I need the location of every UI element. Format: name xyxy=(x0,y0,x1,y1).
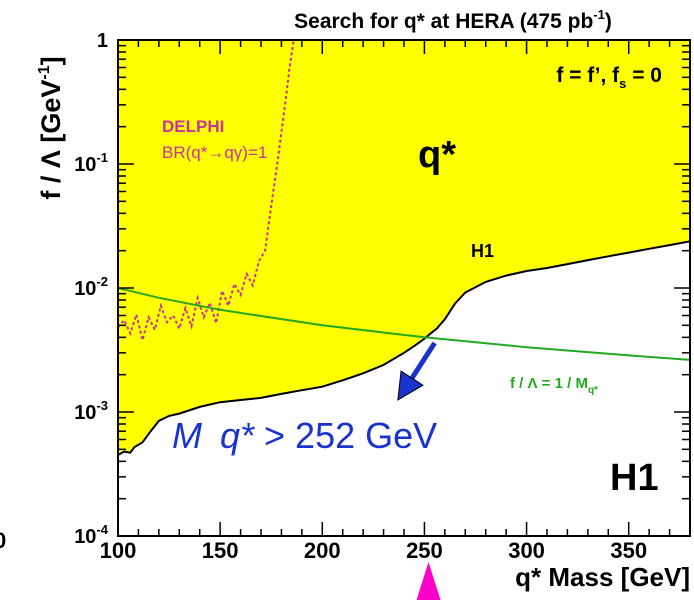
theory-sub: q* xyxy=(588,385,598,396)
x-tick-labels: 100 150 200 250 300 350 xyxy=(100,538,647,563)
x-tick-label: 200 xyxy=(304,538,341,563)
ylabel-main: f / Λ [GeV xyxy=(36,80,66,200)
h1-limit-line xyxy=(117,240,691,456)
y-axis-label: f / Λ [GeV-1] xyxy=(36,56,66,199)
arrow-head xyxy=(397,370,424,401)
parameter-label: f = f’, fs = 0 xyxy=(556,64,662,91)
mass-limit-marker xyxy=(416,562,441,600)
chart-title: Search for q* at HERA (475 pb-1) xyxy=(294,7,612,33)
excluded-region xyxy=(118,40,690,455)
delphi-label: DELPHI xyxy=(162,117,224,136)
x-tick-label: 350 xyxy=(610,538,647,563)
title-end: ) xyxy=(605,10,612,33)
theory-line xyxy=(117,287,691,361)
mass-limit-q: q* xyxy=(220,415,255,456)
delphi-branching-label: BR(q*→qγ)=1 xyxy=(162,143,267,162)
y-tick-labels: 10-4 10-3 10-2 10-1 1 xyxy=(74,30,109,548)
mass-limit-m: M xyxy=(172,415,202,456)
y-tick-label: 10-3 xyxy=(74,398,108,424)
axis-ticks xyxy=(117,39,691,537)
x-tick-label: 250 xyxy=(406,538,443,563)
title-sup: -1 xyxy=(593,7,605,22)
h1-experiment-label: H1 xyxy=(610,457,659,499)
h1-curve-label: H1 xyxy=(471,241,494,261)
x-tick-label: 100 xyxy=(100,538,137,563)
theory-main: f / Λ = 1 / M xyxy=(510,375,588,392)
left-edge-fragment: 0 xyxy=(0,528,6,553)
arrow-shaft xyxy=(409,341,437,380)
y-tick-label: 10-1 xyxy=(74,150,108,176)
ylabel-sup: -1 xyxy=(36,65,53,79)
theory-line-label: f / Λ = 1 / Mq* xyxy=(510,375,598,396)
title-main: Search for q* at HERA (475 pb xyxy=(294,10,593,33)
excluded-region-label: q* xyxy=(418,134,456,176)
params-end: = 0 xyxy=(626,64,662,87)
y-tick-label: 10-2 xyxy=(74,274,108,300)
x-tick-label: 150 xyxy=(202,538,239,563)
x-axis-label: q* Mass [GeV] xyxy=(515,562,690,592)
mass-limit-value: > 252 GeV xyxy=(254,415,437,456)
x-tick-label: 300 xyxy=(508,538,545,563)
y-tick-label: 1 xyxy=(97,30,108,52)
delphi-limit-line xyxy=(117,39,295,341)
params-sub: s xyxy=(619,76,626,91)
params-main: f = f’, f xyxy=(556,64,620,87)
y-tick-label: 10-4 xyxy=(74,522,109,548)
ylabel-end: ] xyxy=(36,56,66,65)
mass-limit-arrow xyxy=(397,341,437,401)
